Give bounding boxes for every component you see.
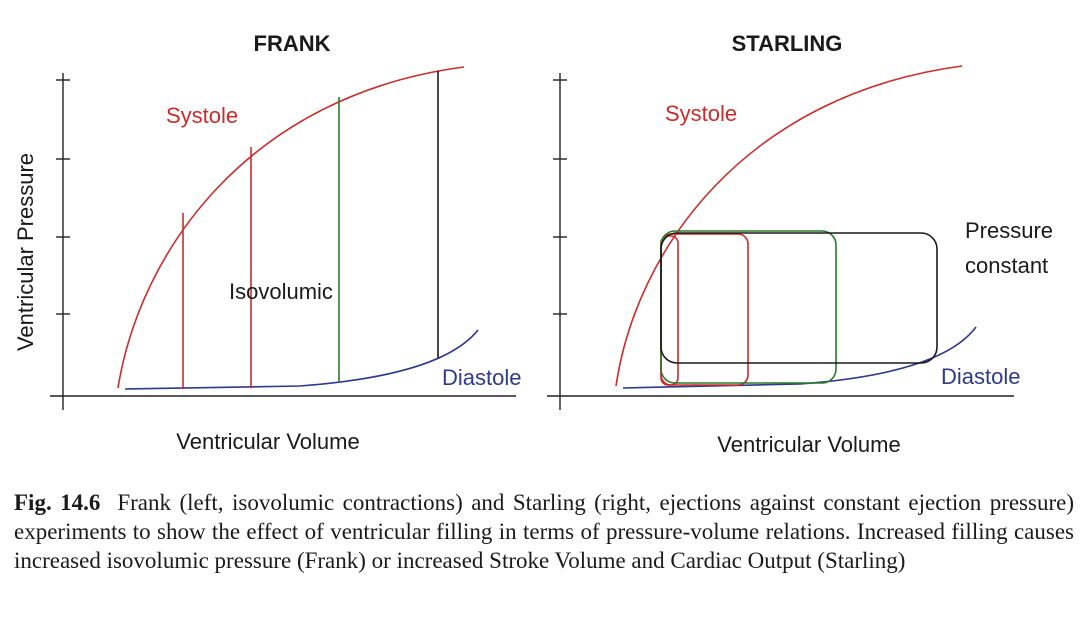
starling-diastole-curve bbox=[622, 326, 977, 389]
caption-label: Fig. 14.6 bbox=[14, 490, 101, 515]
figure-caption: Fig. 14.6 Frank (left, isovolumic contra… bbox=[14, 488, 1074, 575]
frank-y-axis-label: Ventricular Pressure bbox=[13, 153, 38, 351]
frank-systole-label: Systole bbox=[166, 103, 238, 128]
starling-loop-4 bbox=[660, 232, 938, 364]
starling-axes bbox=[547, 73, 1014, 410]
frank-diastole-label: Diastole bbox=[442, 365, 521, 390]
starling-x-axis-label: Ventricular Volume bbox=[717, 432, 900, 457]
frank-starling-figure: FRANK Systole Isovolumic Diastole Ventri… bbox=[13, 31, 1053, 457]
frank-title: FRANK bbox=[254, 31, 331, 56]
caption-text: Frank (left, isovolumic contractions) an… bbox=[14, 490, 1074, 573]
frank-axes bbox=[50, 73, 516, 410]
starling-pressure-label: Pressure bbox=[965, 218, 1053, 243]
frank-systole-curve bbox=[117, 66, 465, 389]
starling-constant-label: constant bbox=[965, 253, 1048, 278]
frank-x-axis-label: Ventricular Volume bbox=[176, 429, 359, 454]
starling-systole-curve bbox=[615, 65, 963, 387]
frank-panel: FRANK Systole Isovolumic Diastole Ventri… bbox=[13, 31, 521, 454]
starling-panel: STARLING Systole Pressure constant Diast… bbox=[547, 31, 1053, 457]
starling-systole-label: Systole bbox=[665, 101, 737, 126]
starling-diastole-label: Diastole bbox=[941, 364, 1020, 389]
frank-isovolumic-label: Isovolumic bbox=[229, 279, 333, 304]
frank-diastole-curve bbox=[124, 329, 479, 390]
starling-title: STARLING bbox=[732, 31, 843, 56]
